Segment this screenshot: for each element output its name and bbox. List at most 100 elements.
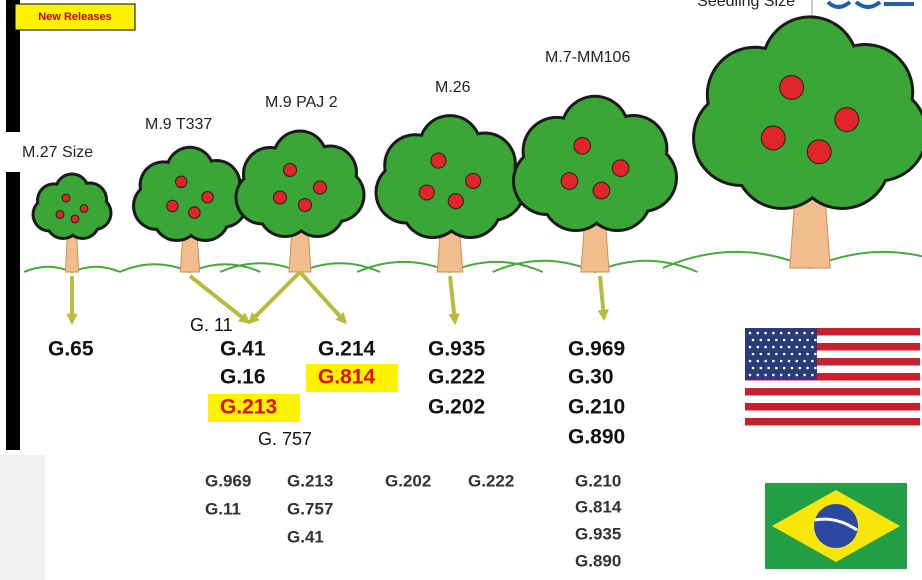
flag-star [798, 366, 802, 370]
arrow-head [66, 313, 78, 325]
flag-star [767, 366, 770, 370]
flag-star [782, 352, 786, 356]
usa-rootstock: G. 11 [190, 315, 233, 335]
apple [834, 107, 860, 133]
flag-star [748, 373, 752, 377]
flag-star [756, 373, 760, 377]
flag-stripe [745, 373, 920, 381]
flag-star [759, 366, 763, 370]
tree [23, 172, 121, 274]
flag-star [748, 345, 752, 349]
flag-star [790, 352, 794, 356]
logo [826, 0, 914, 9]
tree [662, 15, 922, 270]
tree-label: M.9 PAJ 2 [265, 94, 338, 111]
flag-star [775, 352, 778, 356]
flag-star [811, 359, 814, 363]
flag-stripe [745, 343, 920, 351]
usa-rootstock: G.814 [318, 366, 376, 389]
arrow-head [448, 313, 460, 325]
flag-star [787, 359, 791, 363]
flag-star [782, 338, 786, 342]
flag-star [767, 352, 770, 356]
brazil-rootstock: G.210 [575, 471, 621, 490]
apple [779, 74, 805, 100]
brazil-rootstock: G.222 [468, 471, 514, 490]
usa-rootstock: G.210 [568, 396, 625, 419]
flag-star [806, 338, 809, 342]
apple [79, 204, 89, 213]
flag-star [798, 338, 802, 342]
flag-stripe [745, 388, 920, 396]
flag-stripe [745, 358, 920, 366]
apple [806, 139, 832, 165]
apple [313, 180, 327, 195]
flag-stripe [745, 328, 920, 336]
flag-star [748, 331, 752, 335]
tree [119, 145, 261, 274]
apple [573, 136, 592, 155]
apple [560, 172, 579, 190]
flag-star [772, 359, 775, 363]
flag-star [756, 331, 760, 335]
usa-rootstock: G.969 [568, 338, 625, 361]
flag-star [803, 359, 806, 363]
flag-star [772, 373, 775, 377]
flag-stripe [745, 410, 920, 418]
usa-rootstock: G.16 [220, 366, 266, 389]
apple [166, 199, 179, 213]
apple [70, 214, 80, 224]
usa-rootstock: G.222 [428, 366, 485, 389]
tree [492, 94, 698, 274]
flag-star [803, 345, 806, 349]
brazil-rootstock: G.41 [287, 527, 324, 546]
arrow [188, 274, 250, 324]
apple [283, 163, 297, 177]
flag-star [764, 373, 767, 377]
flag-star [803, 373, 806, 377]
apple [298, 198, 312, 212]
flag-star [779, 331, 783, 335]
flag-star [795, 373, 799, 377]
brazil-rootstock: G.890 [575, 551, 621, 570]
apple [201, 190, 214, 204]
brazil-rootstock: G.935 [575, 524, 621, 543]
highlight [208, 394, 300, 422]
arrow-head [238, 312, 251, 324]
flag-star [756, 359, 760, 363]
flag-star [795, 345, 799, 349]
left-bar [6, 0, 20, 132]
brazil-rootstock: G.969 [205, 471, 251, 490]
flag-star [814, 366, 817, 370]
tree [356, 114, 544, 274]
usa-flag [745, 328, 920, 426]
tree-label: M.26 [435, 79, 471, 96]
flag-star [775, 366, 778, 370]
flag-star [748, 359, 752, 363]
usa-rootstock: G.214 [318, 338, 376, 361]
apple [61, 193, 71, 203]
highlight [306, 364, 398, 392]
flag-stripe [745, 380, 920, 388]
seedling-label: Seedling Size [697, 0, 795, 10]
flag-stripe [745, 335, 920, 343]
flag-star [798, 352, 802, 356]
flag-stripe [745, 350, 920, 358]
brazil-flag [765, 483, 907, 569]
brazil-rootstock: G.11 [205, 499, 241, 518]
flag-star [764, 345, 767, 349]
flag-star [811, 373, 814, 377]
flag-star [790, 366, 794, 370]
flag-star [751, 352, 755, 356]
flag-band [814, 517, 858, 532]
brazil-rootstock: G.757 [287, 499, 333, 518]
usa-rootstock: G.213 [220, 396, 277, 419]
flag-star [806, 366, 809, 370]
badge-box [14, 3, 136, 31]
tree-label: M.7-MM106 [545, 49, 630, 66]
arrow-head [335, 312, 348, 325]
flag-star [811, 345, 814, 349]
flag-star [759, 352, 763, 356]
